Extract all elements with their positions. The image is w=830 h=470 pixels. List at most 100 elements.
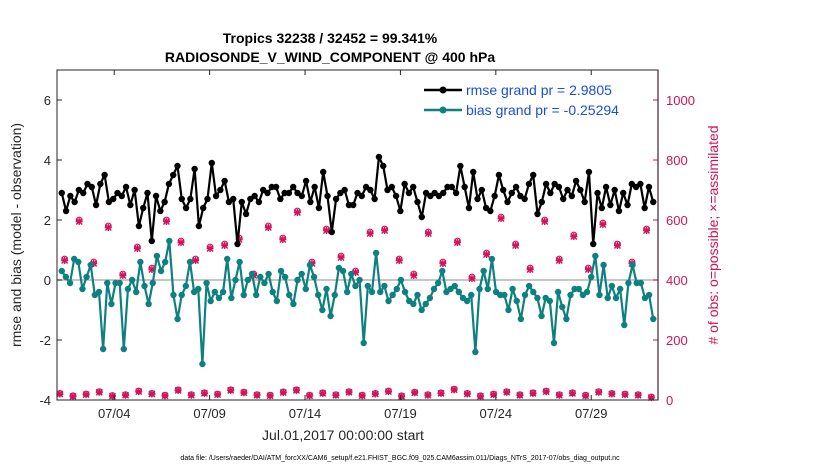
bias-point [323, 285, 330, 293]
rmse-point [418, 213, 425, 221]
bias-point [215, 294, 223, 302]
obs_assimilated_low-point [174, 386, 182, 394]
bias-point [356, 276, 363, 284]
bias-point [414, 291, 421, 299]
obs_assimilated_high-point [584, 266, 592, 273]
rmse-point [487, 207, 494, 215]
rmse-point [97, 180, 104, 188]
bias-point [389, 291, 396, 299]
rmse-point [230, 195, 237, 203]
legend-rmse-label: rmse grand pr = 2.9805 [466, 82, 612, 98]
bias-point [348, 270, 355, 278]
bias-point [219, 288, 227, 296]
bias-point [261, 279, 268, 287]
rmse-point [234, 240, 241, 248]
obs_assimilated_high-point [75, 218, 83, 225]
rmse-point [88, 183, 95, 191]
rmse-point [67, 192, 74, 200]
plot-area [56, 153, 658, 402]
bias-point [232, 276, 239, 284]
bias-point [286, 291, 293, 299]
obs_assimilated_high-point [366, 230, 374, 237]
obs_assimilated_low-point [187, 391, 195, 399]
obs_assimilated_high-point [555, 257, 563, 264]
y-tick-label: 2 [44, 213, 51, 228]
rmse-point [547, 189, 554, 197]
rmse-point [512, 183, 520, 191]
bias-point [575, 285, 582, 293]
bias-point [108, 300, 115, 308]
rmse-point [491, 192, 498, 200]
bias-point [426, 294, 434, 302]
obs_assimilated_high-point [206, 245, 214, 252]
obs_assimilated_low-point [516, 391, 524, 399]
y-tick-label: 6 [44, 93, 51, 108]
bias-point [145, 300, 152, 308]
bias-point [99, 345, 107, 353]
bias-point [629, 261, 636, 269]
bias-point [505, 306, 512, 314]
bias-point [182, 282, 190, 290]
obs_assimilated_high-point [221, 242, 229, 249]
bias-point [521, 291, 529, 299]
obs_assimilated_high-point [526, 266, 534, 273]
obs_assimilated_low-point [490, 391, 498, 399]
rmse-point [92, 201, 100, 209]
obs_assimilated_low-point [568, 389, 576, 397]
bias-point [393, 285, 400, 293]
bias-point [604, 294, 611, 302]
rmse-point [568, 192, 575, 200]
rmse-point [607, 201, 614, 209]
obs_assimilated_high-point [352, 269, 360, 276]
obs_assimilated_high-point [570, 233, 578, 240]
obs_assimilated_low-point [411, 389, 419, 397]
bias-point [484, 285, 491, 293]
rmse-point [311, 183, 318, 191]
bias-point [95, 288, 103, 296]
bias-point [339, 267, 347, 275]
bias-point [592, 252, 599, 260]
bias-point [170, 291, 177, 299]
bias-point [422, 300, 429, 308]
bias-point [608, 282, 616, 290]
obs_assimilated_low-point [398, 392, 406, 400]
obs_assimilated_low-point [227, 386, 235, 394]
rmse-point [521, 195, 528, 203]
bias-point [625, 279, 632, 287]
rmse-point [405, 189, 413, 197]
bias-point [157, 267, 165, 275]
rmse-point [525, 180, 533, 188]
y2-axis-label: # of obs: o=possible; ×=assimilated [705, 125, 721, 344]
bias-point [244, 276, 252, 284]
rmse-point [79, 189, 87, 197]
rmse-point [315, 204, 323, 212]
y2-tick-label: 1000 [666, 93, 695, 108]
rmse-point [598, 204, 605, 212]
bias-point [228, 294, 235, 302]
bias-point [616, 285, 624, 293]
obs_assimilated_low-point [56, 390, 64, 398]
x-tick-label: 07/04 [98, 406, 131, 421]
x-axis-label: Jul.01,2017 00:00:00 start [262, 427, 424, 443]
rmse-point [590, 240, 597, 248]
rmse-point [474, 195, 481, 203]
obs_assimilated_low-point [463, 390, 471, 398]
rmse-point [581, 198, 588, 206]
rmse-point [277, 195, 284, 203]
bias-point [463, 297, 471, 305]
bias-point [472, 348, 479, 356]
bias-point [290, 300, 297, 308]
obs_assimilated_low-point [529, 389, 537, 397]
bias-point [645, 291, 653, 299]
rmse-point [577, 186, 584, 194]
rmse-point [264, 189, 271, 197]
obs_assimilated_low-point [384, 388, 392, 396]
bias-point [58, 267, 65, 275]
bias-point [401, 288, 409, 296]
rmse-point [611, 186, 618, 194]
rmse-point [555, 183, 563, 191]
rmse-point [332, 195, 340, 203]
bias-point [364, 282, 372, 290]
rmse-point [508, 189, 515, 197]
